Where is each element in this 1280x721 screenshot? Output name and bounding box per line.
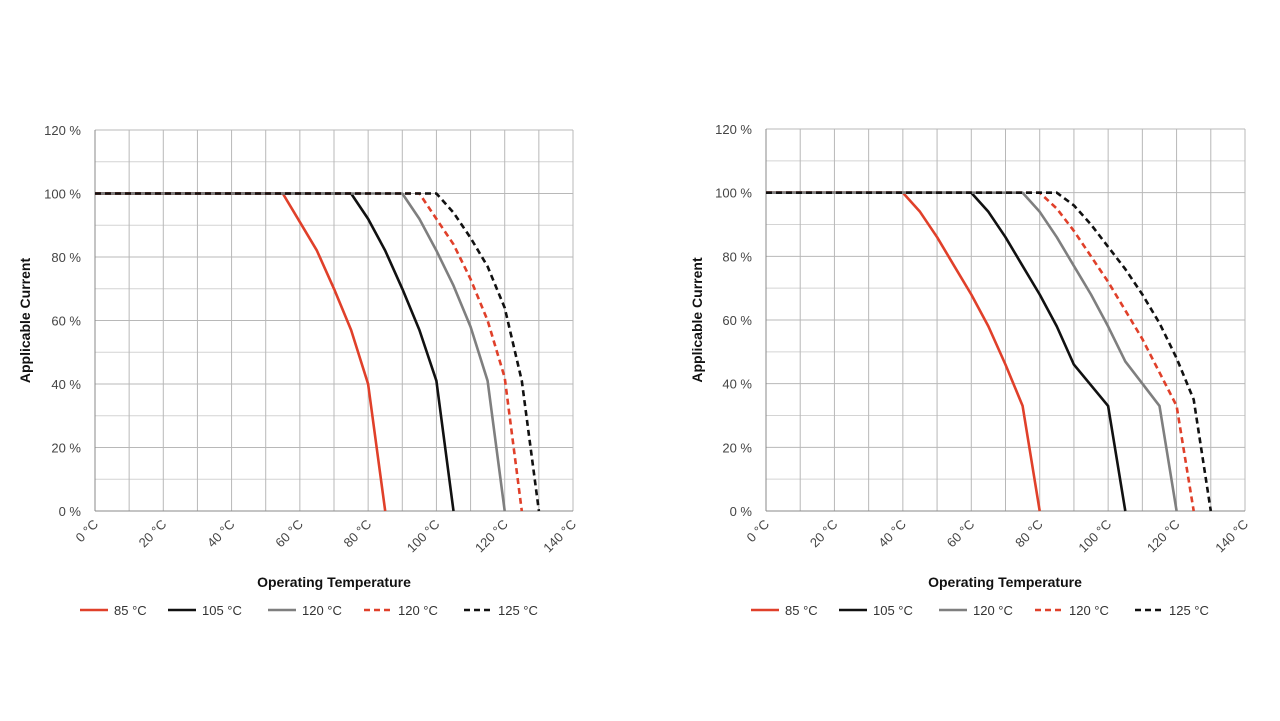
y-tick-label: 0 % <box>730 504 753 519</box>
series-line-3 <box>766 191 1178 512</box>
y-tick-label: 120 % <box>715 122 752 137</box>
legend-label: 120 °C <box>398 603 438 618</box>
x-tick-label: 100 °C <box>1075 517 1114 556</box>
y-tick-label: 40 % <box>51 377 81 392</box>
y-tick-label: 100 % <box>44 187 81 202</box>
series-line-4 <box>95 192 524 512</box>
legend-label: 120 °C <box>973 603 1013 618</box>
x-tick-label: 140 °C <box>1212 517 1251 556</box>
x-tick-label: 40 °C <box>204 517 238 551</box>
series-line-2 <box>766 191 1127 512</box>
series-line-1 <box>95 192 387 512</box>
series-line-5 <box>766 191 1213 512</box>
series-line-1 <box>766 191 1041 512</box>
series-line-4 <box>766 191 1195 512</box>
y-axis-title: Applicable Current <box>689 257 705 383</box>
x-tick-label: 100 °C <box>404 517 443 556</box>
series-line-2 <box>95 192 455 512</box>
y-tick-label: 40 % <box>722 377 752 392</box>
y-tick-label: 80 % <box>51 250 81 265</box>
x-tick-label: 40 °C <box>875 517 909 551</box>
x-tick-label: 60 °C <box>944 517 978 551</box>
x-axis-title: Operating Temperature <box>928 574 1082 590</box>
legend-label: 105 °C <box>202 603 242 618</box>
y-tick-label: 120 % <box>44 123 81 138</box>
y-tick-label: 60 % <box>51 314 81 329</box>
legend-label: 120 °C <box>302 603 342 618</box>
y-tick-label: 80 % <box>722 249 752 264</box>
y-tick-label: 0 % <box>59 504 82 519</box>
legend-label: 85 °C <box>785 603 818 618</box>
chart-2: 0 % 20 % 40 % 60 % 80 % 100 % 120 % 0 °C 20 °C 40… <box>689 122 1251 618</box>
chart-1: 0 % 20 % 40 % 60 % 80 % 100 % 120 % 0 °C 20 °C 40… <box>17 123 579 618</box>
x-axis-title: Operating Temperature <box>257 574 411 590</box>
x-tick-label: 80 °C <box>1012 517 1046 551</box>
y-tick-label: 100 % <box>715 186 752 201</box>
legend-label: 125 °C <box>1169 603 1209 618</box>
y-tick-label: 20 % <box>722 440 752 455</box>
x-tick-label: 120 °C <box>1144 517 1183 556</box>
x-tick-label: 80 °C <box>341 517 375 551</box>
x-tick-label: 0 °C <box>73 517 102 546</box>
series-line-5 <box>95 192 541 512</box>
legend-label: 105 °C <box>873 603 913 618</box>
x-tick-label: 20 °C <box>807 517 841 551</box>
legend-label: 120 °C <box>1069 603 1109 618</box>
x-tick-label: 0 °C <box>744 517 773 546</box>
y-tick-label: 60 % <box>722 313 752 328</box>
x-tick-label: 120 °C <box>472 517 511 556</box>
legend-label: 85 °C <box>114 603 147 618</box>
y-axis-title: Applicable Current <box>17 258 33 384</box>
legend-label: 125 °C <box>498 603 538 618</box>
x-tick-label: 20 °C <box>136 517 170 551</box>
y-tick-label: 20 % <box>51 441 81 456</box>
series-line-3 <box>95 192 506 512</box>
x-tick-label: 60 °C <box>272 517 306 551</box>
x-tick-label: 140 °C <box>540 517 579 556</box>
